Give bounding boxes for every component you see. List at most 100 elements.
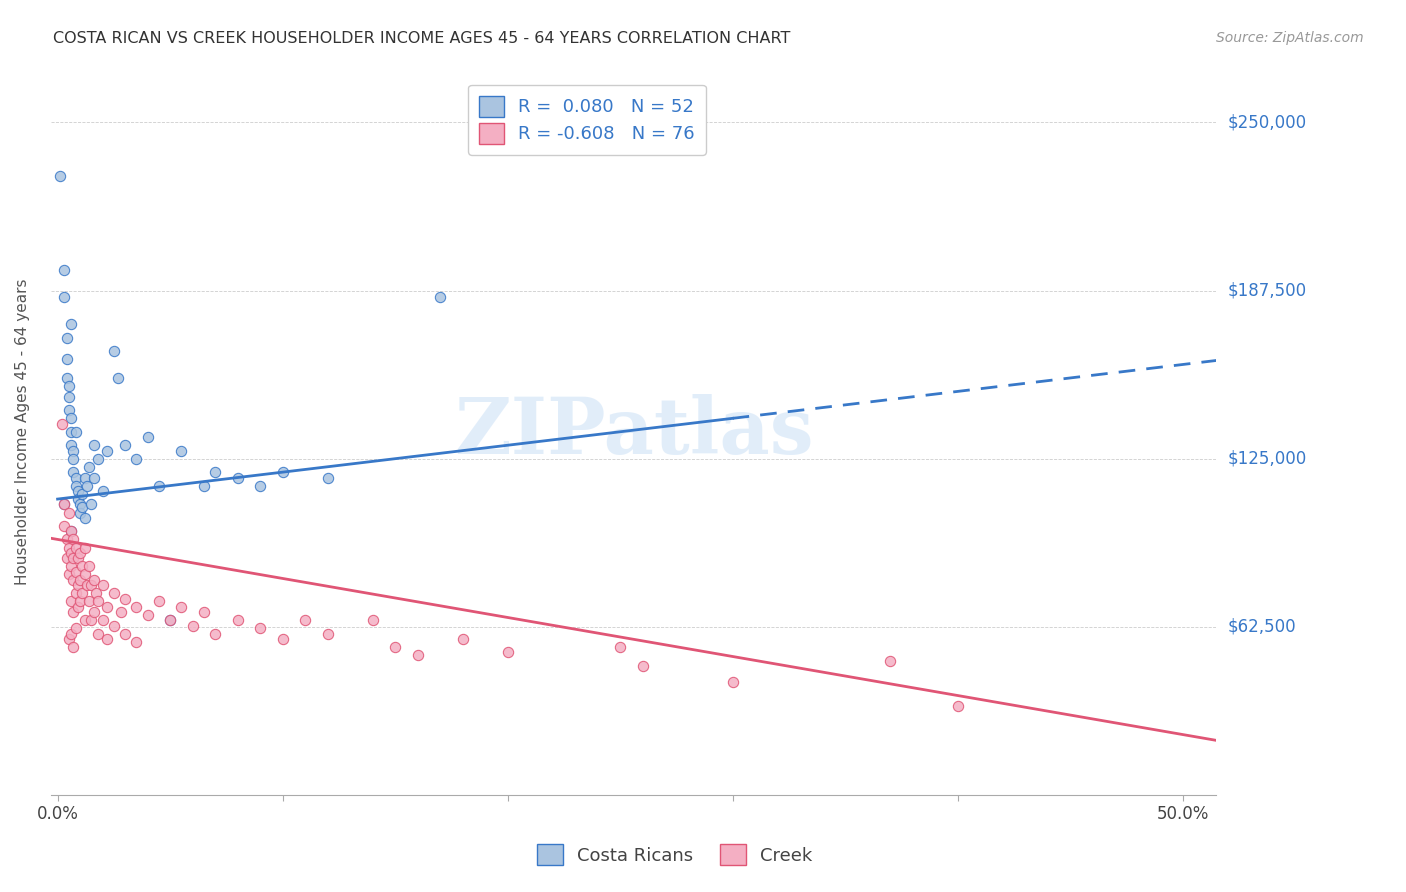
Point — [73, 470, 96, 484]
Point — [96, 599, 118, 614]
Point — [271, 465, 294, 479]
Point — [58, 403, 80, 417]
Point — [84, 586, 107, 600]
Point — [58, 567, 80, 582]
Point — [125, 451, 148, 466]
Point — [77, 594, 100, 608]
Point — [316, 470, 339, 484]
Point — [60, 524, 83, 539]
Point — [73, 511, 96, 525]
Legend: Costa Ricans, Creek: Costa Ricans, Creek — [530, 837, 820, 872]
Point — [77, 459, 100, 474]
Point — [72, 586, 94, 600]
Point — [96, 443, 118, 458]
Point — [103, 618, 125, 632]
Point — [204, 626, 226, 640]
Point — [204, 465, 226, 479]
Text: $62,500: $62,500 — [1227, 618, 1296, 636]
Point — [83, 573, 105, 587]
Point — [73, 541, 96, 555]
Point — [110, 605, 132, 619]
Text: $125,000: $125,000 — [1227, 450, 1306, 467]
Point — [60, 559, 83, 574]
Point — [96, 632, 118, 646]
Point — [114, 626, 136, 640]
Point — [72, 500, 94, 515]
Point — [55, 551, 77, 566]
Point — [62, 551, 84, 566]
Point — [72, 486, 94, 500]
Point — [87, 594, 110, 608]
Point — [181, 618, 204, 632]
Point — [65, 541, 87, 555]
Point — [72, 559, 94, 574]
Point — [103, 586, 125, 600]
Point — [62, 640, 84, 654]
Point — [125, 599, 148, 614]
Point — [80, 498, 103, 512]
Point — [159, 613, 181, 627]
Point — [107, 371, 129, 385]
Point — [125, 634, 148, 648]
Text: $250,000: $250,000 — [1227, 113, 1306, 131]
Point — [136, 430, 159, 444]
Point — [76, 578, 98, 592]
Point — [69, 573, 91, 587]
Point — [83, 470, 105, 484]
Point — [60, 546, 83, 560]
Point — [60, 411, 83, 425]
Point — [53, 290, 76, 304]
Point — [406, 648, 429, 662]
Point — [62, 451, 84, 466]
Text: Source: ZipAtlas.com: Source: ZipAtlas.com — [1216, 31, 1364, 45]
Point — [429, 290, 451, 304]
Point — [114, 438, 136, 452]
Point — [159, 613, 181, 627]
Point — [65, 470, 87, 484]
Point — [76, 478, 98, 492]
Point — [60, 626, 83, 640]
Point — [58, 379, 80, 393]
Point — [80, 613, 103, 627]
Point — [249, 621, 271, 635]
Point — [496, 645, 519, 659]
Point — [60, 524, 83, 539]
Point — [53, 519, 76, 533]
Point — [65, 565, 87, 579]
Point — [91, 578, 114, 592]
Point — [946, 699, 969, 714]
Point — [103, 344, 125, 359]
Point — [60, 594, 83, 608]
Point — [60, 317, 83, 331]
Point — [83, 605, 105, 619]
Point — [66, 491, 89, 506]
Point — [65, 425, 87, 439]
Point — [249, 478, 271, 492]
Point — [69, 498, 91, 512]
Point — [384, 640, 406, 654]
Point — [91, 613, 114, 627]
Point — [66, 551, 89, 566]
Point — [60, 438, 83, 452]
Point — [361, 613, 384, 627]
Text: $187,500: $187,500 — [1227, 282, 1306, 300]
Point — [226, 470, 249, 484]
Point — [53, 498, 76, 512]
Point — [66, 578, 89, 592]
Point — [62, 533, 84, 547]
Point — [53, 263, 76, 277]
Point — [193, 605, 215, 619]
Point — [721, 675, 744, 690]
Point — [451, 632, 474, 646]
Point — [62, 573, 84, 587]
Point — [631, 659, 654, 673]
Point — [170, 599, 193, 614]
Text: ZIPatlas: ZIPatlas — [454, 393, 813, 470]
Text: COSTA RICAN VS CREEK HOUSEHOLDER INCOME AGES 45 - 64 YEARS CORRELATION CHART: COSTA RICAN VS CREEK HOUSEHOLDER INCOME … — [53, 31, 790, 46]
Point — [77, 559, 100, 574]
Point — [294, 613, 316, 627]
Point — [65, 478, 87, 492]
Point — [65, 586, 87, 600]
Point — [62, 605, 84, 619]
Legend: R =  0.080   N = 52, R = -0.608   N = 76: R = 0.080 N = 52, R = -0.608 N = 76 — [468, 85, 706, 154]
